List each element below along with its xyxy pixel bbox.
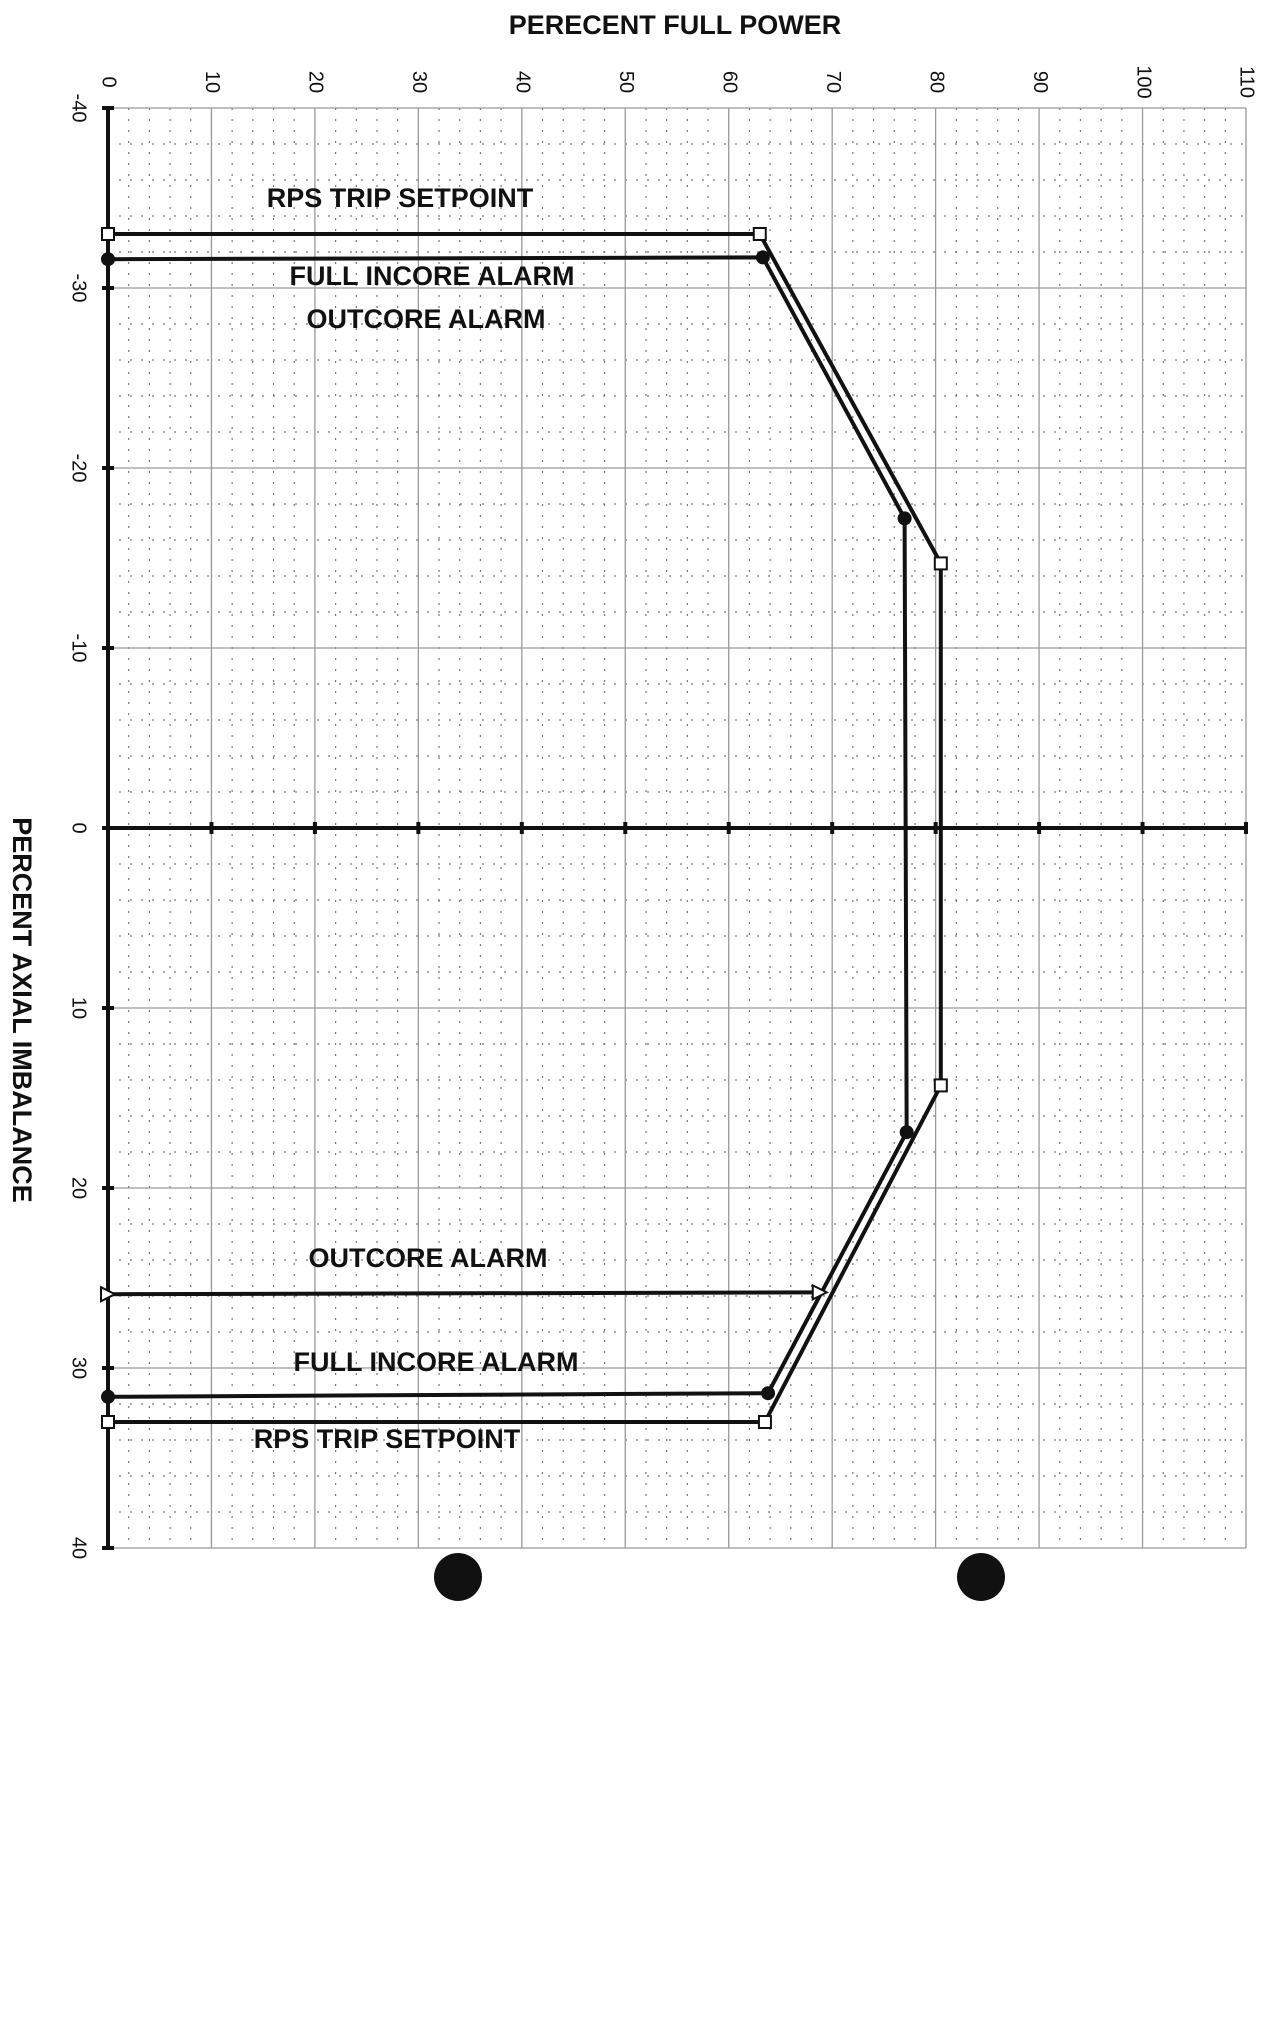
y-tick-label: 20 xyxy=(68,1177,90,1199)
x-tick-label: 80 xyxy=(925,71,947,93)
marker xyxy=(761,1386,776,1401)
x-tick-label: 100 xyxy=(1132,65,1154,98)
y-axis-title: PERCENT AXIAL IMBALANCE xyxy=(7,817,37,1203)
marker xyxy=(101,1389,115,1404)
series-label: RPS TRIP SETPOINT xyxy=(254,1424,521,1454)
series-label: FULL INCORE ALARM xyxy=(294,1347,579,1377)
y-tick-label: -30 xyxy=(68,274,90,303)
marker xyxy=(755,250,770,265)
marker xyxy=(757,1415,772,1429)
x-tick-label: 0 xyxy=(98,76,120,87)
x-tick-label: 40 xyxy=(512,71,534,93)
chart-title: PERECENT FULL POWER xyxy=(509,10,842,40)
x-tick-label: 70 xyxy=(822,71,844,93)
series-line xyxy=(107,1290,820,1297)
y-tick-label: 0 xyxy=(68,822,90,833)
annotation: FULL INCORE ALARM xyxy=(290,261,575,291)
marker xyxy=(933,1078,948,1093)
series-line xyxy=(108,232,943,1424)
series-line xyxy=(107,255,909,1399)
x-tick-label: 60 xyxy=(718,71,740,93)
x-tick-label: 50 xyxy=(615,71,637,93)
y-tick-label: -10 xyxy=(68,634,90,663)
marker xyxy=(752,227,767,241)
x-tick-label: 20 xyxy=(305,71,327,93)
marker xyxy=(811,1283,830,1302)
punch-hole xyxy=(434,1553,482,1601)
marker xyxy=(933,556,948,571)
annotation: RPS TRIP SETPOINT xyxy=(267,183,534,213)
x-tick-label: 90 xyxy=(1029,71,1051,93)
series-label: OUTCORE ALARM xyxy=(309,1243,548,1273)
y-tick-label: 40 xyxy=(68,1537,90,1559)
marker xyxy=(101,1415,115,1429)
marker xyxy=(899,1125,914,1140)
marker xyxy=(101,227,115,241)
x-tick-label: 30 xyxy=(408,71,430,93)
x-tick-label: 10 xyxy=(201,71,223,93)
marker xyxy=(897,511,912,526)
y-tick-label: 10 xyxy=(68,997,90,1019)
marker xyxy=(101,252,115,267)
annotation: OUTCORE ALARM xyxy=(307,304,546,334)
y-tick-label: -40 xyxy=(68,94,90,123)
marker xyxy=(100,1285,118,1303)
y-tick-label: -20 xyxy=(68,454,90,483)
y-tick-label: 30 xyxy=(68,1357,90,1379)
x-tick-label: 110 xyxy=(1236,66,1258,98)
punch-hole xyxy=(957,1553,1005,1601)
